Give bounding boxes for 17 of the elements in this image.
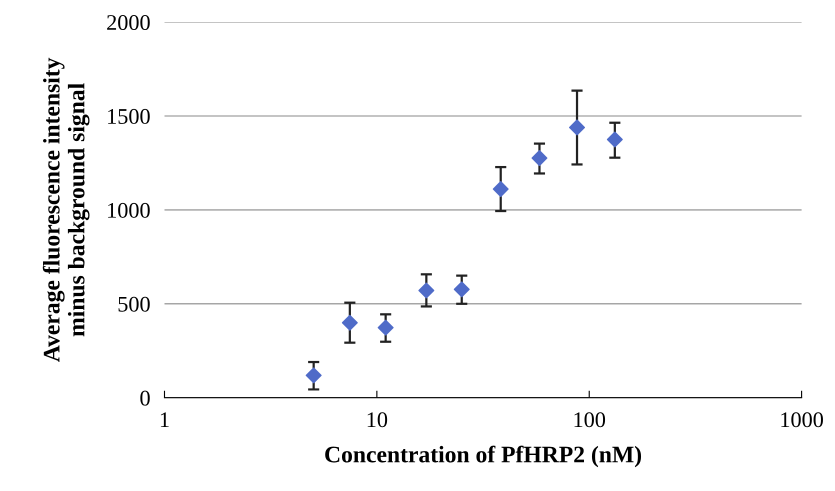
point xyxy=(531,150,548,166)
y-tick-label: 500 xyxy=(118,296,150,312)
point xyxy=(342,314,358,331)
point xyxy=(492,181,509,198)
y-tick-label: 2000 xyxy=(107,15,150,30)
y-axis-title: Average fluorescence intensity minus background signal xyxy=(42,58,90,362)
x-axis-title: Concentration of PfHRP2 (nM) xyxy=(325,446,642,468)
x-tick-label: 1 xyxy=(160,412,169,428)
point xyxy=(569,119,585,136)
y-tick-label: 0 xyxy=(140,390,150,406)
x-tick-label: 10 xyxy=(368,412,388,428)
point xyxy=(418,282,434,298)
point xyxy=(606,131,623,148)
y-tick-label: 1000 xyxy=(108,202,150,218)
x-tick-label: 1000 xyxy=(781,412,823,428)
y-tick-label: 1500 xyxy=(108,108,150,124)
x-tick-label: 100 xyxy=(574,412,606,428)
